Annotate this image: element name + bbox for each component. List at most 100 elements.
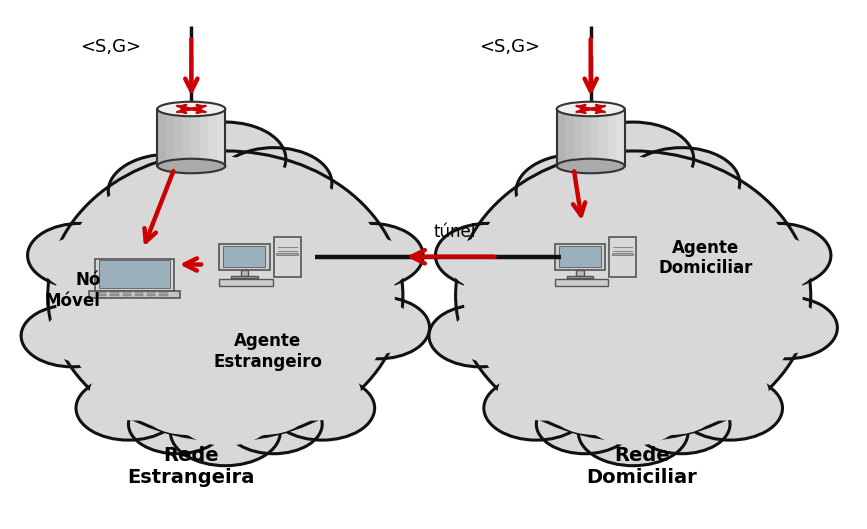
Circle shape: [633, 395, 730, 454]
Bar: [590, 109, 599, 166]
Circle shape: [724, 235, 818, 292]
Bar: [160, 292, 167, 293]
Text: túnel: túnel: [434, 223, 476, 241]
Bar: [160, 294, 167, 295]
Bar: [231, 276, 257, 278]
Bar: [241, 270, 248, 276]
Bar: [98, 292, 107, 293]
Ellipse shape: [455, 151, 811, 440]
Bar: [219, 243, 270, 270]
Circle shape: [222, 381, 310, 435]
Bar: [158, 109, 225, 166]
Bar: [89, 291, 179, 298]
Bar: [555, 279, 608, 286]
Ellipse shape: [48, 151, 403, 440]
Bar: [166, 109, 174, 166]
Circle shape: [449, 235, 543, 292]
Text: Nó
Móvel: Nó Móvel: [44, 271, 101, 310]
Text: Rede
Estrangeira: Rede Estrangeira: [127, 446, 255, 487]
Bar: [192, 109, 199, 166]
Circle shape: [516, 154, 637, 228]
Bar: [122, 295, 131, 296]
Circle shape: [316, 235, 409, 292]
Bar: [110, 294, 119, 295]
Bar: [147, 294, 155, 295]
Ellipse shape: [55, 159, 394, 432]
Circle shape: [630, 381, 717, 435]
Bar: [174, 109, 183, 166]
Circle shape: [113, 181, 225, 250]
Bar: [612, 252, 634, 255]
Circle shape: [270, 376, 375, 440]
Bar: [160, 295, 167, 296]
Circle shape: [627, 174, 736, 241]
Bar: [566, 276, 593, 278]
Bar: [98, 295, 107, 296]
Bar: [608, 109, 616, 166]
Circle shape: [21, 305, 123, 367]
Circle shape: [169, 157, 282, 225]
Bar: [557, 109, 565, 166]
Bar: [110, 295, 119, 296]
Bar: [183, 109, 192, 166]
Circle shape: [177, 387, 274, 446]
Circle shape: [42, 235, 135, 292]
Circle shape: [549, 381, 636, 435]
Bar: [217, 109, 225, 166]
Circle shape: [128, 395, 225, 454]
Circle shape: [89, 363, 183, 421]
Circle shape: [429, 305, 531, 367]
Circle shape: [328, 297, 429, 359]
Bar: [274, 237, 301, 277]
Circle shape: [28, 223, 133, 287]
Circle shape: [318, 223, 423, 287]
Circle shape: [451, 308, 541, 363]
Circle shape: [216, 148, 332, 218]
Bar: [158, 109, 166, 166]
Circle shape: [726, 223, 831, 287]
Ellipse shape: [557, 159, 625, 174]
Bar: [616, 109, 625, 166]
Bar: [135, 295, 143, 296]
Circle shape: [584, 387, 681, 446]
Circle shape: [736, 297, 838, 359]
Text: Agente
Domiciliar: Agente Domiciliar: [658, 239, 753, 277]
Bar: [122, 294, 131, 295]
Circle shape: [484, 376, 589, 440]
Circle shape: [675, 363, 769, 421]
Bar: [565, 109, 574, 166]
Circle shape: [218, 174, 329, 241]
Bar: [599, 109, 608, 166]
Ellipse shape: [158, 159, 225, 174]
Circle shape: [42, 308, 134, 363]
Circle shape: [141, 381, 229, 435]
Bar: [583, 109, 590, 166]
Circle shape: [76, 376, 181, 440]
Bar: [208, 109, 217, 166]
Bar: [574, 109, 583, 166]
Text: Agente
Estrangeiro: Agente Estrangeiro: [213, 332, 323, 371]
Bar: [555, 243, 605, 270]
Bar: [135, 292, 143, 293]
Bar: [147, 295, 155, 296]
Ellipse shape: [557, 102, 625, 116]
Circle shape: [733, 300, 824, 355]
Bar: [559, 246, 601, 267]
Bar: [610, 237, 636, 277]
Circle shape: [225, 395, 323, 454]
Circle shape: [572, 122, 694, 196]
Text: <S,G>: <S,G>: [479, 38, 540, 56]
Bar: [577, 270, 583, 276]
Circle shape: [578, 399, 688, 466]
Bar: [147, 292, 155, 293]
Text: Rede
Domiciliar: Rede Domiciliar: [586, 446, 697, 487]
Bar: [557, 109, 624, 166]
Bar: [99, 260, 170, 288]
Circle shape: [267, 363, 361, 421]
Circle shape: [435, 223, 540, 287]
Bar: [277, 252, 298, 255]
Circle shape: [171, 399, 280, 466]
Circle shape: [623, 148, 740, 218]
Ellipse shape: [158, 102, 225, 116]
Bar: [98, 294, 107, 295]
